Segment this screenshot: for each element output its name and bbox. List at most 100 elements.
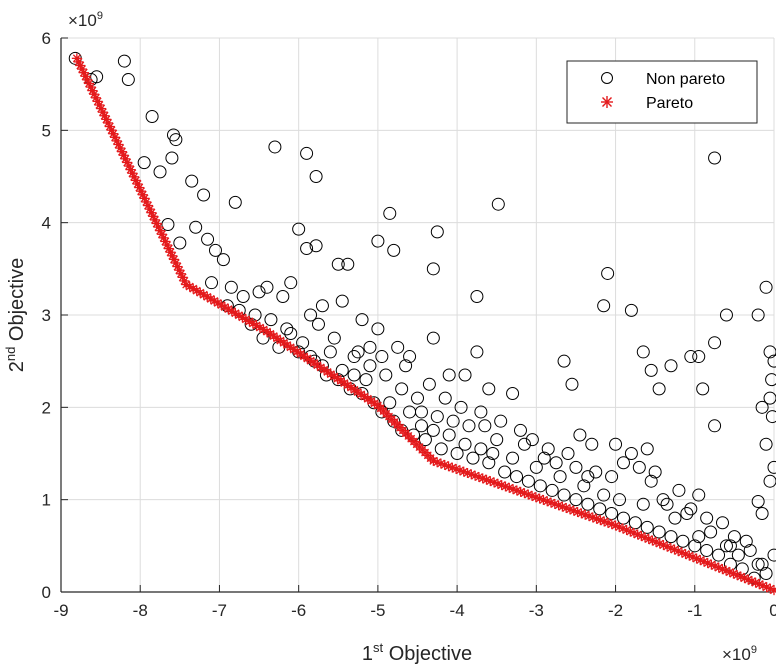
non-pareto-point — [656, 493, 670, 507]
non-pareto-point — [751, 557, 765, 571]
non-pareto-point — [486, 447, 500, 460]
non-pareto-point — [383, 206, 397, 220]
non-pareto-point — [652, 525, 666, 539]
non-pareto-point — [553, 470, 567, 484]
non-pareto-point — [418, 433, 432, 447]
non-pareto-point — [490, 433, 504, 447]
non-pareto-point — [664, 530, 678, 544]
legend: Non pareto Pareto — [566, 60, 758, 124]
non-pareto-point — [692, 530, 706, 544]
non-pareto-point — [684, 502, 698, 516]
non-pareto-point — [458, 437, 472, 451]
non-pareto-point — [533, 479, 547, 493]
non-pareto-point — [763, 474, 776, 488]
non-pareto-point — [545, 483, 559, 497]
non-pareto-point — [438, 391, 452, 405]
non-pareto-point — [466, 451, 480, 465]
non-pareto-point — [644, 363, 658, 377]
non-pareto-point — [205, 276, 219, 290]
non-pareto-point — [442, 428, 456, 442]
non-pareto-point — [624, 447, 638, 460]
non-pareto-point — [470, 345, 484, 359]
non-pareto-point — [450, 447, 464, 460]
x-tick-label: -1 — [687, 601, 702, 620]
non-pareto-point — [676, 534, 690, 548]
non-pareto-point — [628, 516, 642, 530]
non-pareto-point — [537, 451, 551, 465]
non-pareto-point — [759, 280, 773, 294]
non-pareto-point — [375, 350, 389, 364]
x-tick-label: -9 — [53, 601, 68, 620]
y-tick-label: 0 — [42, 583, 51, 602]
non-pareto-point — [442, 368, 456, 382]
y-exponent-label: ×109 — [68, 10, 103, 30]
non-pareto-point — [347, 350, 361, 364]
non-pareto-point — [161, 218, 175, 232]
non-pareto-point — [121, 73, 135, 87]
pareto-point — [617, 523, 628, 534]
non-pareto-point — [165, 151, 179, 165]
x-tick-label: -3 — [529, 601, 544, 620]
pareto-point — [90, 92, 101, 103]
non-pareto-point — [482, 456, 496, 470]
non-pareto-point — [309, 239, 323, 253]
non-pareto-point — [549, 456, 563, 470]
non-pareto-point — [355, 313, 369, 327]
non-pareto-point — [597, 299, 611, 313]
non-pareto-point — [284, 276, 298, 290]
non-pareto-point — [712, 548, 726, 562]
non-pareto-point — [478, 419, 492, 433]
non-pareto-point — [632, 460, 646, 474]
non-pareto-point — [716, 516, 730, 530]
non-pareto-point — [395, 382, 409, 396]
non-pareto-point — [359, 373, 373, 387]
non-pareto-point — [391, 340, 405, 354]
pareto-point — [636, 531, 647, 542]
non-pareto-point — [684, 350, 698, 364]
non-pareto-point — [704, 525, 718, 539]
non-pareto-point — [692, 488, 706, 502]
non-pareto-point — [371, 234, 385, 248]
y-tick-label: 1 — [42, 491, 51, 510]
non-pareto-point — [557, 488, 571, 502]
non-pareto-point — [767, 460, 776, 474]
x-tick-label: -6 — [291, 601, 306, 620]
non-pareto-point — [636, 345, 650, 359]
non-pareto-point — [280, 322, 294, 336]
non-pareto-point — [363, 340, 377, 354]
pareto-point — [188, 283, 199, 294]
non-pareto-point — [323, 345, 337, 359]
non-pareto-point — [482, 382, 496, 396]
non-pareto-point — [700, 511, 714, 525]
x-tick-labels: -9 -8 -7 -6 -5 -4 -3 -2 -1 0 — [53, 601, 776, 620]
non-pareto-point — [268, 140, 282, 154]
non-pareto-point — [169, 133, 183, 147]
non-pareto-point — [387, 414, 401, 428]
non-pareto-point — [763, 391, 776, 405]
non-pareto-point — [751, 308, 765, 322]
non-pareto-point — [585, 437, 599, 451]
non-pareto-point — [510, 470, 524, 484]
pareto-point — [127, 168, 138, 179]
non-pareto-point — [426, 331, 440, 345]
non-pareto-point — [208, 243, 222, 257]
non-pareto-point — [363, 359, 377, 373]
non-pareto-point — [589, 465, 603, 479]
non-pareto-point — [561, 447, 575, 460]
y-tick-label: 3 — [42, 306, 51, 325]
non-pareto-point — [276, 290, 290, 304]
non-pareto-point — [189, 220, 203, 234]
non-pareto-point — [605, 470, 619, 484]
non-pareto-point — [335, 294, 349, 308]
non-pareto-point — [624, 303, 638, 317]
legend-box — [566, 60, 758, 124]
x-tick-label: -5 — [370, 601, 385, 620]
non-pareto-point — [668, 511, 682, 525]
non-pareto-point — [672, 483, 686, 497]
non-pareto-point — [755, 400, 769, 414]
non-pareto-point — [327, 331, 341, 345]
pareto-point — [335, 375, 346, 386]
x-tick-label: -4 — [450, 601, 465, 620]
non-pareto-point — [201, 232, 215, 246]
